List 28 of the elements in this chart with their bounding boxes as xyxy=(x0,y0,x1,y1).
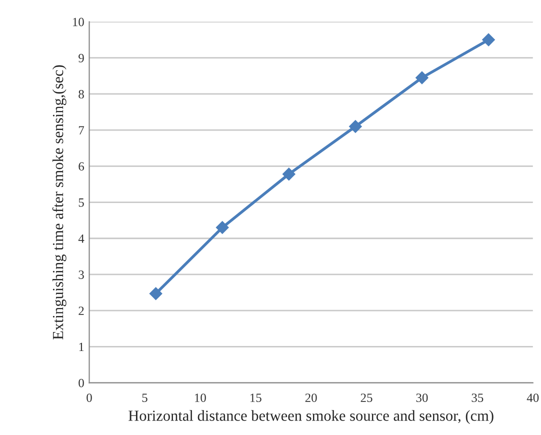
x-tick-label: 0 xyxy=(86,394,92,402)
x-tick-label: 15 xyxy=(250,394,262,402)
x-tick-label: 25 xyxy=(360,394,372,402)
x-tick-label: 20 xyxy=(305,394,317,402)
y-tick-label: 10 xyxy=(73,18,84,26)
y-tick-label: 3 xyxy=(78,270,84,279)
point xyxy=(416,71,428,84)
point xyxy=(149,287,162,300)
y-tick-label: 5 xyxy=(78,198,84,207)
y-tick-label: 9 xyxy=(78,54,84,62)
point xyxy=(482,33,495,46)
y-tick-label: 1 xyxy=(79,342,84,352)
point xyxy=(282,168,296,181)
y-tick-label: 0 xyxy=(78,378,84,388)
x-axis-title: Horizontal distance between smoke source and sensor, (cm) xyxy=(128,410,494,424)
y-axis-title: Extinguishing time after smoke sensing,(sec) xyxy=(52,65,66,340)
x-tick-label: 5 xyxy=(142,394,148,402)
y-tick-label: 2 xyxy=(78,306,84,315)
x-tick-label: 35 xyxy=(472,394,484,402)
y-tick-label: 8 xyxy=(78,90,84,98)
x-tick-label: 40 xyxy=(526,394,539,402)
x-tick-label: 30 xyxy=(416,394,428,402)
y-tick-label: 4 xyxy=(78,234,84,243)
y-tick-label: 7 xyxy=(78,126,84,134)
x-tick-label: 10 xyxy=(195,394,206,402)
y-tick-label: 6 xyxy=(78,162,84,171)
point xyxy=(216,221,229,234)
point xyxy=(349,120,362,133)
